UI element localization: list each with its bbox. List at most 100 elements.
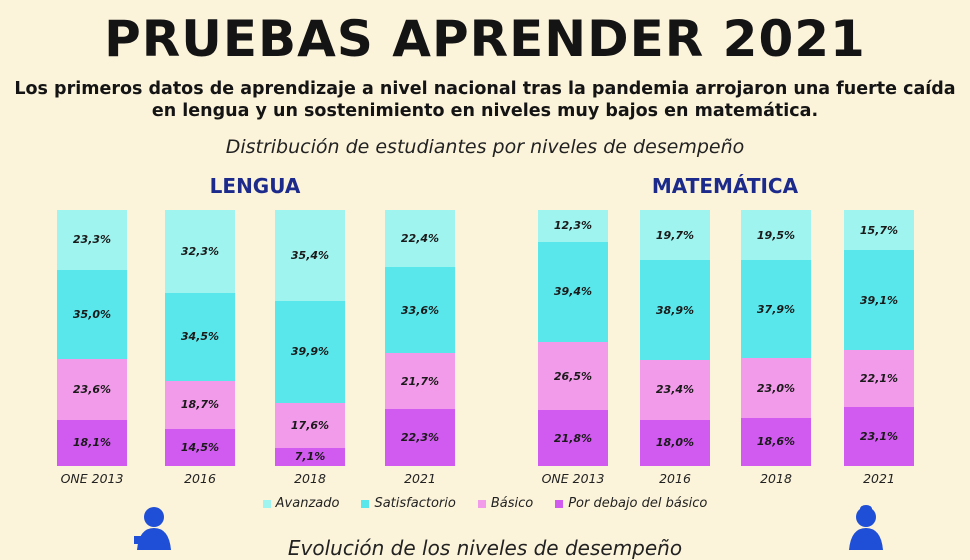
- legend-label-basico: Básico: [490, 496, 534, 511]
- bar-segment-basico: 17,6%: [275, 402, 345, 448]
- bottom-caption: Evolución de los niveles de desempeño: [287, 536, 683, 560]
- data-label: 17,6%: [290, 418, 330, 432]
- data-label: 7,1%: [294, 450, 326, 464]
- bar-segment-satisfactorio: 37,9%: [741, 260, 811, 359]
- chart-legend: Avanzado Satisfactorio Básico Por debajo…: [0, 496, 970, 511]
- bar-matematica-0: 21,8% 26,5% 39,4% 12,3%: [538, 210, 608, 466]
- bar-segment-debajo: 18,0%: [640, 419, 710, 466]
- bar-matematica-2: 18,6% 23,0% 37,9% 19,5%: [741, 210, 811, 466]
- data-label: 34,5%: [180, 330, 220, 344]
- legend-item-basico: Básico: [477, 496, 534, 511]
- bar-segment-avanzado: 22,4%: [385, 210, 455, 268]
- chart-caption: Distribución de estudiantes por niveles …: [225, 136, 745, 158]
- bar-lengua-2: 7,1% 17,6% 39,9% 35,4%: [275, 210, 345, 466]
- bar-lengua-1: 14,5% 18,7% 34,5% 32,3%: [165, 210, 235, 466]
- category-label: 2021: [404, 471, 436, 486]
- bar-segment-satisfactorio: 34,5%: [165, 292, 235, 382]
- data-label: 12,3%: [553, 219, 593, 233]
- data-label: 37,9%: [756, 302, 796, 316]
- data-label: 18,7%: [180, 398, 220, 412]
- legend-swatch-avanzado: [262, 499, 271, 508]
- legend-swatch-satisfactorio: [361, 499, 370, 508]
- bar-segment-debajo: 18,6%: [741, 417, 811, 466]
- bar-segment-debajo: 7,1%: [275, 447, 345, 466]
- bar-segment-basico: 18,7%: [165, 381, 235, 429]
- data-label: 22,4%: [400, 232, 440, 246]
- data-label: 23,1%: [859, 429, 899, 443]
- bar-segment-debajo: 23,1%: [844, 406, 914, 466]
- bar-segment-satisfactorio: 35,0%: [57, 269, 127, 360]
- category-label: 2016: [184, 471, 216, 486]
- bar-segment-avanzado: 19,7%: [640, 210, 710, 261]
- data-label: 18,1%: [72, 436, 112, 450]
- data-label: 19,5%: [756, 228, 796, 242]
- data-label: 35,4%: [290, 248, 330, 262]
- panel-title-matematica: MATEMÁTICA: [651, 174, 799, 198]
- page-title: PRUEBAS APRENDER 2021: [104, 10, 866, 68]
- legend-swatch-basico: [477, 499, 486, 508]
- bar-segment-basico: 23,6%: [57, 359, 127, 420]
- data-label: 23,0%: [756, 381, 796, 395]
- data-label: 38,9%: [655, 303, 695, 317]
- data-label: 23,4%: [655, 383, 695, 397]
- bar-matematica-1: 18,0% 23,4% 38,9% 19,7%: [640, 210, 710, 466]
- bar-segment-satisfactorio: 39,4%: [538, 241, 608, 343]
- data-label: 22,1%: [859, 372, 899, 386]
- bar-segment-avanzado: 12,3%: [538, 210, 608, 242]
- bar-segment-satisfactorio: 39,9%: [275, 300, 345, 403]
- category-label: 2018: [760, 471, 792, 486]
- bar-segment-debajo: 21,8%: [538, 410, 608, 466]
- data-label: 33,6%: [400, 303, 440, 317]
- bar-lengua-3: 22,3% 21,7% 33,6% 22,4%: [385, 210, 455, 466]
- category-label: ONE 2013: [541, 471, 605, 486]
- data-label: 21,8%: [553, 431, 593, 445]
- legend-swatch-debajo: [555, 499, 564, 508]
- bar-segment-basico: 22,1%: [844, 350, 914, 407]
- legend-label-avanzado: Avanzado: [275, 496, 340, 511]
- page-subtitle: Los primeros datos de aprendizaje a nive…: [14, 79, 956, 121]
- category-label: ONE 2013: [60, 471, 124, 486]
- bar-segment-debajo: 14,5%: [165, 428, 235, 466]
- data-label: 14,5%: [180, 440, 220, 454]
- bar-segment-satisfactorio: 38,9%: [640, 260, 710, 361]
- bar-segment-basico: 23,4%: [640, 360, 710, 420]
- data-label: 39,1%: [859, 293, 899, 307]
- data-label: 15,7%: [859, 223, 899, 237]
- data-label: 18,0%: [655, 436, 695, 450]
- bar-segment-avanzado: 23,3%: [57, 210, 127, 270]
- bar-segment-satisfactorio: 33,6%: [385, 267, 455, 354]
- data-label: 23,3%: [72, 233, 112, 247]
- category-label: 2016: [659, 471, 691, 486]
- category-label: 2018: [294, 471, 326, 486]
- legend-item-avanzado: Avanzado: [262, 496, 340, 511]
- data-label: 23,6%: [72, 382, 112, 396]
- bar-segment-debajo: 22,3%: [385, 408, 455, 466]
- data-label: 18,6%: [756, 435, 796, 449]
- bar-segment-avanzado: 15,7%: [844, 210, 914, 251]
- data-label: 32,3%: [180, 244, 220, 258]
- bar-segment-basico: 23,0%: [741, 358, 811, 418]
- legend-item-debajo: Por debajo del básico: [555, 496, 707, 511]
- legend-label-satisfactorio: Satisfactorio: [374, 496, 456, 511]
- data-label: 35,0%: [72, 307, 112, 321]
- data-label: 21,7%: [400, 374, 440, 388]
- bar-segment-basico: 21,7%: [385, 353, 455, 409]
- data-label: 19,7%: [655, 228, 695, 242]
- student-figure-right-icon: [849, 505, 883, 550]
- category-label: 2021: [863, 471, 895, 486]
- bar-segment-avanzado: 35,4%: [275, 210, 345, 301]
- bar-matematica-3: 23,1% 22,1% 39,1% 15,7%: [844, 210, 914, 466]
- bar-segment-avanzado: 32,3%: [165, 210, 235, 293]
- data-label: 22,3%: [400, 430, 440, 444]
- data-label: 39,4%: [553, 285, 593, 299]
- bar-lengua-0: 18,1% 23,6% 35,0% 23,3%: [57, 210, 127, 466]
- panel-title-lengua: LENGUA: [209, 174, 301, 198]
- bar-segment-debajo: 18,1%: [57, 419, 127, 466]
- legend-item-satisfactorio: Satisfactorio: [361, 496, 456, 511]
- data-label: 39,9%: [290, 345, 330, 359]
- legend-label-debajo: Por debajo del básico: [568, 496, 708, 511]
- bar-segment-basico: 26,5%: [538, 342, 608, 411]
- bar-segment-avanzado: 19,5%: [741, 210, 811, 261]
- bar-segment-satisfactorio: 39,1%: [844, 250, 914, 351]
- data-label: 26,5%: [553, 369, 593, 383]
